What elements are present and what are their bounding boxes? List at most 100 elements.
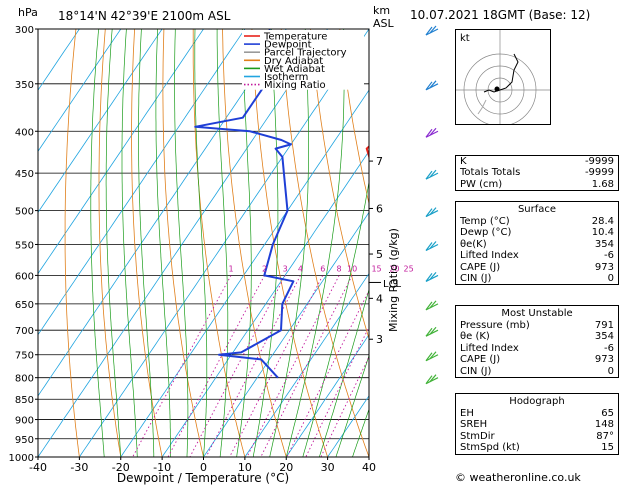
dry-adiabat-line xyxy=(222,29,287,457)
hodo-label: StmDir xyxy=(460,430,495,442)
index-row-k: K -9999 xyxy=(456,156,618,167)
dry-adiabat-line xyxy=(98,29,122,457)
wet-adiabat-line xyxy=(335,354,369,457)
index-value: 1.68 xyxy=(591,178,614,190)
wet-adiabat-line xyxy=(352,408,369,457)
mixing-ratio-label: 8 xyxy=(337,264,342,273)
mu-value: 973 xyxy=(594,354,614,366)
km-tick-label: 5 xyxy=(376,248,383,261)
wind-barb-flag xyxy=(425,26,433,36)
mu-value: 0 xyxy=(607,365,614,377)
mixing-ratio-label: 3 xyxy=(283,264,288,273)
wet-adiabat-line xyxy=(194,29,208,457)
wind-barb-flag xyxy=(425,242,433,251)
wind-barb-flag xyxy=(425,170,433,180)
legend-entry: Temperature xyxy=(263,32,327,43)
wind-barb-flag xyxy=(429,127,437,136)
plot-frame xyxy=(37,28,370,458)
hodograph-trace xyxy=(499,53,519,91)
wind-barb-flag xyxy=(429,169,437,178)
legend-entry: Dewpoint xyxy=(264,40,312,51)
surface-row: Dewp (°C) 10.4 xyxy=(456,227,618,238)
dry-adiabat-line xyxy=(280,29,369,457)
wind-barb xyxy=(425,130,439,138)
wind-barb xyxy=(425,172,439,180)
wind-barb-flag xyxy=(429,326,437,335)
isotherm-line xyxy=(38,29,328,457)
temperature-tick-label: 20 xyxy=(279,461,293,474)
mu-label: CIN (J) xyxy=(460,365,492,377)
isotherm-line xyxy=(38,29,246,336)
mixing-ratio-line xyxy=(132,275,232,457)
wet-adiabat-line xyxy=(155,29,171,457)
dry-adiabat-line xyxy=(251,29,328,457)
isotherm-line xyxy=(120,89,369,457)
wind-barb-flag xyxy=(425,301,433,311)
wind-barb xyxy=(425,329,439,337)
mixing-ratio-line xyxy=(229,275,324,457)
surface-label: Temp (°C) xyxy=(460,216,510,227)
mixing-ratio-label: 20 xyxy=(389,264,399,273)
pressure-tick-label: 350 xyxy=(15,80,34,91)
wind-barb-flag xyxy=(429,80,437,89)
mixing-ratio-label: 10 xyxy=(347,264,357,273)
hodo-value: 15 xyxy=(601,442,614,454)
mu-row: θe (K) 354 xyxy=(456,331,618,342)
dewpoint-series xyxy=(194,29,295,379)
surface-label: θe(K) xyxy=(460,238,487,250)
units-km-label: km xyxy=(373,4,390,17)
surface-row: Temp (°C) 28.4 xyxy=(456,216,618,227)
mixing-ratio-label: 1 xyxy=(228,264,233,273)
surface-value: 354 xyxy=(594,238,614,250)
wind-barb-flag xyxy=(425,375,433,385)
surface-row: CAPE (J) 973 xyxy=(456,262,618,273)
mixing-ratio-line xyxy=(189,275,286,457)
wind-barb-flag xyxy=(425,273,433,282)
dry-adiabat-line xyxy=(310,29,369,340)
hodo-row: EH 65 xyxy=(456,408,618,419)
pressure-tick-label: 300 xyxy=(15,25,34,36)
indices-table: K -9999 Totals Totals -9999 PW (cm) 1.68 xyxy=(455,155,619,192)
wind-barb xyxy=(425,354,439,362)
surface-label: Dewp (°C) xyxy=(460,227,512,239)
hodo-row: StmDir 87° xyxy=(456,431,618,442)
temperature-tick-label: 10 xyxy=(238,461,252,474)
wind-barb xyxy=(425,83,439,91)
wind-barb xyxy=(425,28,439,36)
pressure-tick-label: 750 xyxy=(15,351,34,362)
storm-motion-marker xyxy=(494,86,500,92)
x-axis-label: Dewpoint / Temperature (°C) xyxy=(117,471,289,485)
wind-barb-flag xyxy=(425,81,433,91)
index-label: K xyxy=(460,156,467,167)
mu-row: CIN (J) 0 xyxy=(456,366,618,377)
dry-adiabat-line xyxy=(131,29,163,457)
isotherm-line xyxy=(38,29,287,397)
hodograph: kt xyxy=(455,29,551,127)
pressure-tick-label: 900 xyxy=(15,416,34,427)
most-unstable-title: Most Unstable xyxy=(501,308,573,319)
mixing-ratio-line xyxy=(286,289,369,457)
copyright[interactable]: © weatheronline.co.uk xyxy=(455,471,581,484)
wind-barb xyxy=(425,243,439,252)
datetime-title: 10.07.2021 18GMT (Base: 12) xyxy=(410,8,591,22)
surface-value: 10.4 xyxy=(591,227,614,239)
units-hpa-label: hPa xyxy=(18,6,38,19)
hodograph-kt-label: kt xyxy=(460,33,470,44)
pressure-tick-label: 1000 xyxy=(9,453,34,464)
hodograph-stats-title: Hodograph xyxy=(509,396,565,407)
wind-barb xyxy=(425,274,439,282)
legend-background xyxy=(242,30,364,90)
wind-barb-flag xyxy=(425,128,433,138)
dry-adiabat-line xyxy=(162,29,204,457)
wet-adiabat-line xyxy=(174,29,189,457)
index-row-totals: Totals Totals -9999 xyxy=(456,167,618,178)
mu-label: CAPE (J) xyxy=(460,354,501,366)
wind-barb-flag xyxy=(429,272,437,280)
index-value: -9999 xyxy=(584,156,614,167)
dry-adiabat-line xyxy=(192,29,246,457)
units-asl-label: ASL xyxy=(373,17,395,30)
pressure-tick-label: 850 xyxy=(15,395,34,406)
wet-adiabat-line xyxy=(302,179,369,457)
mixing-ratio-label: 4 xyxy=(298,264,303,273)
wet-adiabat-line xyxy=(252,29,279,457)
